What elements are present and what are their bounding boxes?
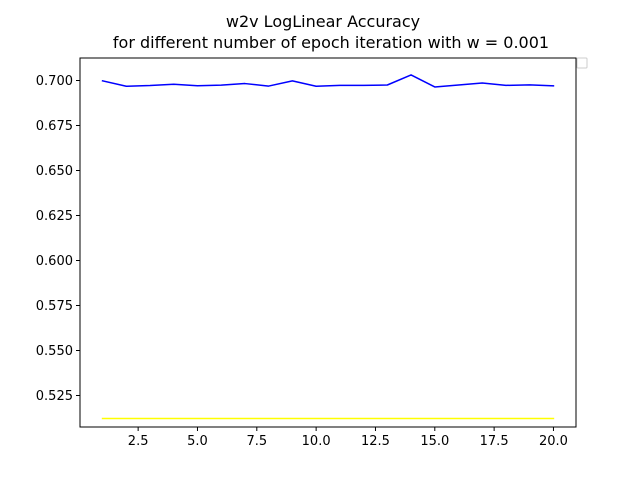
y-tick-label: 0.650 [36, 164, 73, 179]
y-tick-label: 0.600 [36, 254, 73, 269]
series-line-1 [101, 74, 555, 88]
legend-box [576, 57, 588, 69]
y-tick-label: 0.525 [36, 389, 73, 404]
y-tick-label: 0.700 [36, 74, 73, 89]
axes-frame [79, 57, 577, 428]
y-tick-label: 0.550 [36, 344, 73, 359]
x-tick-label: 17.5 [480, 434, 509, 449]
x-tick-label: 5.0 [187, 434, 208, 449]
plot-area: 2.5 5.0 7.5 10.0 12.5 15.0 17.5 20.0 0.525 0.550 0… [36, 57, 577, 449]
y-tick-label: 0.575 [36, 299, 73, 314]
chart-subtitle: for different number of epoch iteration … [113, 33, 549, 52]
x-tick-label: 12.5 [361, 434, 390, 449]
x-tick-label: 15.0 [420, 434, 449, 449]
y-tick-label: 0.625 [36, 209, 73, 224]
x-tick-label: 7.5 [246, 434, 267, 449]
x-tick-label: 2.5 [128, 434, 149, 449]
y-tick-label: 0.675 [36, 119, 73, 134]
x-tick-label: 10.0 [302, 434, 331, 449]
x-tick-label: 20.0 [539, 434, 568, 449]
chart-title: w2v LogLinear Accuracy [226, 12, 420, 31]
